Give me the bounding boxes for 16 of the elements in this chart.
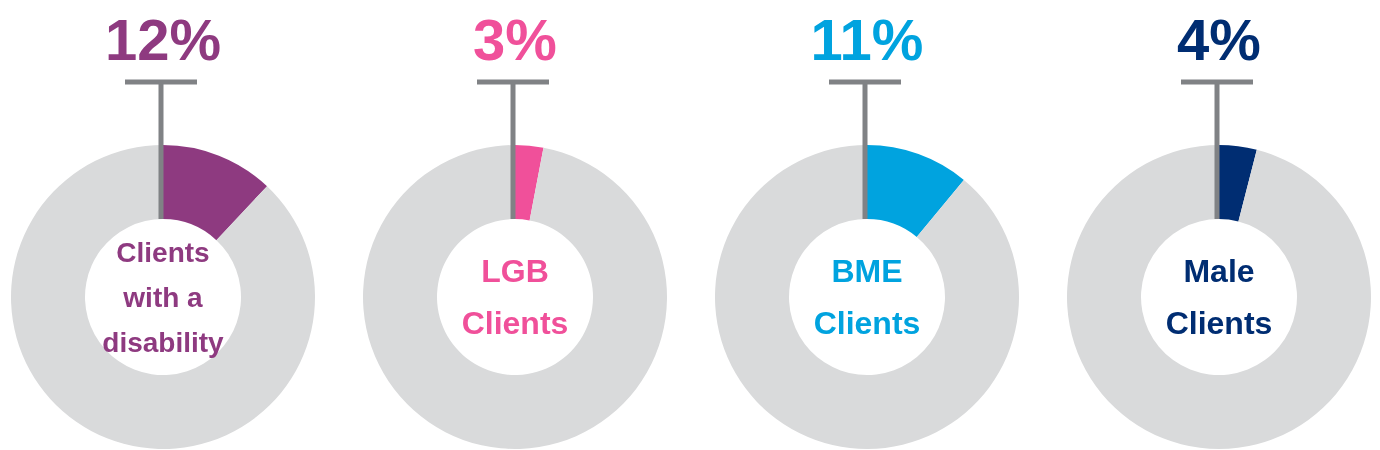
donut-slice (867, 145, 964, 237)
donut-slice (163, 145, 268, 241)
data-label: 3% (473, 7, 557, 72)
donut-slice (1219, 145, 1257, 222)
text: BME Clients (812, 252, 922, 343)
donut-slice (515, 145, 544, 221)
data-label: 4% (1177, 7, 1261, 72)
data-label: 11% (810, 7, 924, 72)
text: Clients with a disability (101, 235, 225, 360)
text: LGB Clients (460, 252, 570, 343)
donut-slice (363, 145, 667, 449)
donut-slice (1067, 145, 1371, 449)
donut-slice (715, 145, 1019, 449)
text: Male Clients (1164, 252, 1274, 343)
data-label: 12% (104, 7, 222, 72)
donut-slice (11, 145, 315, 449)
